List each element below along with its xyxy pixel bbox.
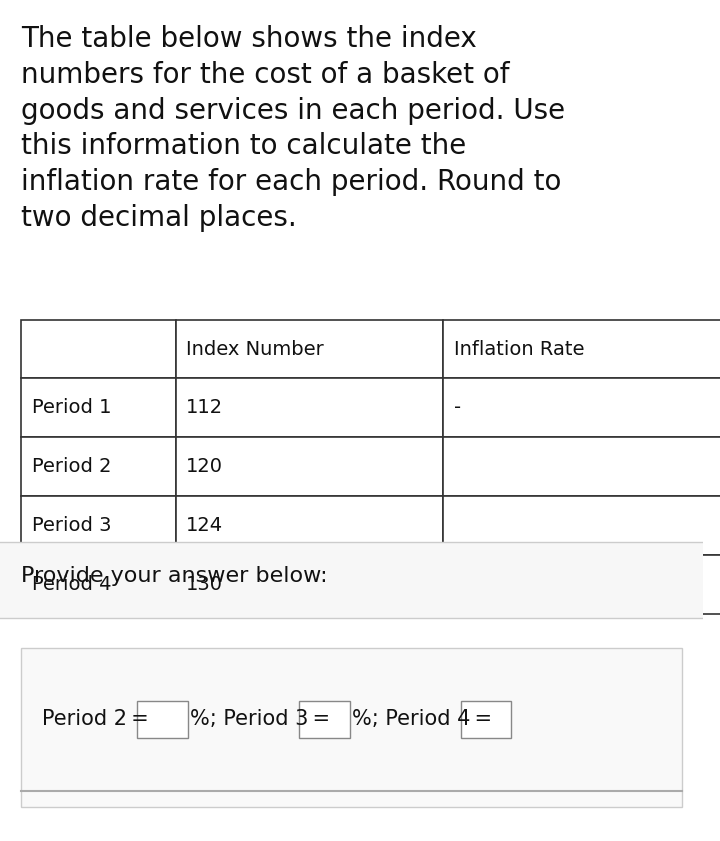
Bar [0, 542, 703, 618]
Bar [443, 378, 720, 437]
Text: Period 1: Period 1 [32, 399, 111, 417]
Bar [176, 378, 443, 437]
Bar [21, 555, 176, 614]
Bar [137, 701, 188, 738]
Bar [461, 701, 511, 738]
Text: Period 4: Period 4 [32, 575, 111, 594]
Bar [176, 320, 443, 378]
Text: 112: 112 [186, 399, 223, 417]
Bar [21, 496, 176, 555]
Bar [443, 555, 720, 614]
Text: Period 2: Period 2 [32, 458, 111, 476]
Bar [299, 701, 349, 738]
Text: 130: 130 [186, 575, 223, 594]
Text: -: - [454, 399, 461, 417]
Bar [21, 378, 176, 437]
Text: %; Period 3 =: %; Period 3 = [190, 709, 330, 729]
Bar [21, 437, 176, 496]
Text: Inflation Rate: Inflation Rate [454, 340, 584, 358]
Text: Index Number: Index Number [186, 340, 324, 358]
Text: Period 3: Period 3 [32, 516, 111, 535]
Bar [443, 437, 720, 496]
Text: Period 2 =: Period 2 = [42, 709, 149, 729]
Bar [21, 648, 682, 807]
Text: %; Period 4 =: %; Period 4 = [351, 709, 492, 729]
Text: The table below shows the index
numbers for the cost of a basket of
goods and se: The table below shows the index numbers … [21, 25, 565, 232]
Bar [176, 437, 443, 496]
Text: 124: 124 [186, 516, 223, 535]
Bar [176, 555, 443, 614]
Bar [443, 496, 720, 555]
Text: Provide your answer below:: Provide your answer below: [21, 566, 328, 586]
Bar [443, 320, 720, 378]
Bar [176, 496, 443, 555]
Bar [21, 320, 176, 378]
Text: 120: 120 [186, 458, 223, 476]
